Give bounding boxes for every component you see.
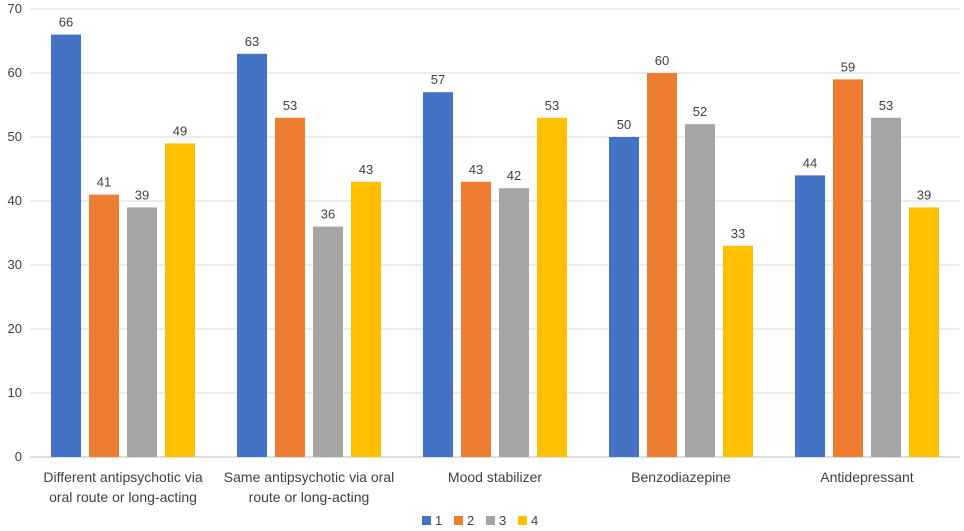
y-tick-label: 50 [8, 129, 22, 144]
x-axis: Different antipsychotic via oral route or… [43, 469, 913, 505]
legend-swatch-1 [422, 516, 431, 525]
data-label: 49 [173, 123, 187, 138]
bar-series-4[interactable] [351, 181, 381, 458]
bar-series-2[interactable] [461, 181, 491, 458]
bar-series-3[interactable] [313, 226, 343, 457]
legend-label-1: 1 [435, 513, 442, 528]
data-label: 53 [283, 98, 297, 113]
data-label: 36 [321, 207, 335, 222]
data-label: 66 [59, 15, 73, 30]
bar-series-1[interactable] [51, 34, 81, 457]
legend-swatch-3 [486, 516, 495, 525]
data-label: 43 [469, 162, 483, 177]
data-label: 52 [693, 104, 707, 119]
bar-series-4[interactable] [909, 207, 939, 457]
y-tick-label: 30 [8, 257, 22, 272]
bar-series-2[interactable] [647, 73, 677, 457]
data-label: 42 [507, 168, 521, 183]
data-label: 50 [617, 117, 631, 132]
bar-series-2[interactable] [275, 117, 305, 458]
y-tick-label: 20 [8, 321, 22, 336]
data-label: 44 [803, 155, 817, 170]
bar-series-4[interactable] [537, 117, 567, 458]
data-label: 60 [655, 53, 669, 68]
bar-series-4[interactable] [723, 245, 753, 457]
x-tick-label: route or long-acting [249, 489, 370, 505]
x-tick-label: Mood stabilizer [448, 469, 542, 485]
x-tick-label: Benzodiazepine [631, 469, 731, 485]
x-tick-label: oral route or long-acting [49, 489, 197, 505]
data-label: 43 [359, 162, 373, 177]
x-tick-label: Same antipsychotic via oral [224, 469, 394, 485]
y-tick-label: 40 [8, 193, 22, 208]
legend-swatch-4 [518, 516, 527, 525]
bar-series-2[interactable] [89, 194, 119, 457]
bar-series-3[interactable] [871, 117, 901, 458]
bar-series-3[interactable] [499, 188, 529, 457]
bar-series-1[interactable] [609, 137, 639, 457]
bar-series-4[interactable] [165, 143, 195, 457]
legend-label-2: 2 [467, 513, 474, 528]
data-label: 63 [245, 34, 259, 49]
x-tick-label: Antidepressant [820, 469, 914, 485]
bar-series-3[interactable] [127, 207, 157, 457]
legend: 1 2 3 4 [422, 513, 538, 528]
bars [51, 34, 939, 458]
y-tick-label: 10 [8, 385, 22, 400]
y-tick-label: 60 [8, 65, 22, 80]
y-tick-label: 70 [8, 1, 22, 16]
bar-series-2[interactable] [833, 79, 863, 458]
x-tick-label: Different antipsychotic via [43, 469, 202, 485]
data-label: 59 [841, 59, 855, 74]
bar-series-3[interactable] [685, 124, 715, 457]
data-label: 39 [917, 187, 931, 202]
data-label: 53 [879, 98, 893, 113]
data-label: 41 [97, 175, 111, 190]
bar-series-1[interactable] [423, 92, 453, 457]
data-label: 53 [545, 98, 559, 113]
legend-swatch-2 [454, 516, 463, 525]
data-label: 57 [431, 72, 445, 87]
legend-label-3: 3 [499, 513, 506, 528]
y-axis: 0 10 20 30 40 50 60 70 [8, 1, 960, 464]
data-label: 33 [731, 226, 745, 241]
legend-label-4: 4 [531, 513, 538, 528]
bar-series-1[interactable] [237, 53, 267, 458]
bar-series-1[interactable] [795, 175, 825, 457]
data-labels: 66 41 39 49 63 53 36 43 57 43 42 53 50 60 52 33 44 59 53 39 [59, 15, 931, 241]
y-tick-label: 0 [15, 449, 22, 464]
data-label: 39 [135, 187, 149, 202]
